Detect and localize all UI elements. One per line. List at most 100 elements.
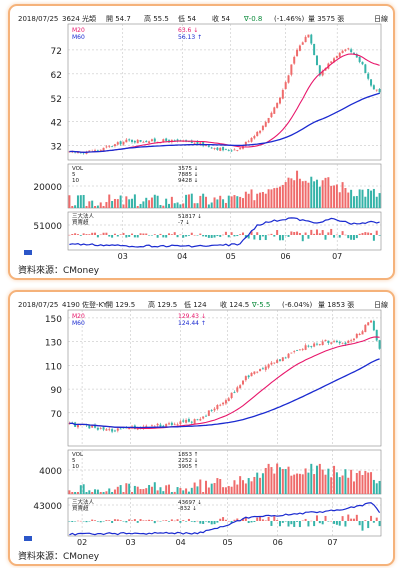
inst-bar (347, 235, 350, 239)
candle-body (116, 142, 119, 145)
inst-bar (185, 235, 188, 237)
candle-body (364, 324, 367, 333)
volume-bar (168, 484, 171, 494)
volume-bar (330, 477, 333, 494)
corner-marker (24, 250, 32, 255)
volume-bar (150, 197, 153, 208)
candle-body (170, 422, 173, 425)
candle-body (284, 82, 287, 90)
inst-bar (133, 519, 136, 521)
volume-bar (94, 489, 97, 494)
inst-bar (96, 235, 99, 238)
volume-bar (187, 194, 190, 208)
volume-bar (122, 204, 125, 208)
inst-bar (338, 521, 341, 526)
candle-body (330, 342, 333, 344)
candle-body (176, 139, 179, 141)
inst-bar (338, 235, 341, 238)
candle-body (94, 424, 97, 428)
inst-bar (378, 521, 381, 527)
candle-body (241, 380, 244, 385)
volume-bar (335, 184, 338, 208)
volume-bar (276, 187, 279, 208)
inst-bar (247, 521, 250, 524)
candle-body (76, 152, 79, 154)
candle-body (111, 146, 114, 148)
candle-body (236, 387, 239, 392)
inst-bar (113, 519, 116, 521)
inst-bar (168, 233, 171, 235)
candle-body (210, 410, 213, 411)
volume-bar (202, 492, 205, 494)
candle-body (207, 145, 210, 147)
candle-body (341, 50, 344, 54)
volume-bar (173, 203, 176, 208)
volume-bar (156, 195, 159, 208)
volume-bar (205, 480, 208, 494)
volume-bar (119, 485, 122, 494)
volume-bar (187, 491, 190, 494)
inst-bar (256, 517, 259, 521)
candle-body (116, 428, 119, 431)
candle-body (145, 425, 148, 427)
candle-body (361, 331, 364, 335)
inst-legend-label: 三大法人 (72, 212, 95, 220)
header-open: 開 129.5 (106, 301, 135, 309)
candle-body (370, 320, 373, 323)
inst-bar (91, 519, 94, 521)
volume-bar (355, 473, 358, 494)
header-stock: 4190 佐登-KY (62, 300, 108, 309)
inst-bar (139, 519, 142, 521)
inst-bar (196, 520, 199, 522)
inst-bar (156, 520, 159, 522)
volume-legend-label: 5 (72, 458, 76, 464)
volume-bar (142, 201, 145, 208)
volume-bar (71, 206, 74, 208)
volume-bar (298, 473, 301, 494)
inst-bar (324, 235, 327, 240)
candle-body (136, 139, 139, 144)
inst-bar (119, 234, 122, 235)
inst-legend-value: 43697 ↓ (178, 499, 202, 506)
inst-legend-value: -832 ↓ (178, 505, 197, 512)
volume-legend-label: VOL (72, 166, 84, 172)
inst-bar (296, 231, 299, 235)
volume-bar (85, 492, 88, 494)
volume-bar (256, 193, 259, 208)
candle-body (341, 342, 344, 344)
candle-body (287, 353, 290, 358)
candle-body (165, 423, 168, 428)
inst-bar (290, 521, 293, 525)
volume-bar (335, 472, 338, 494)
inst-bar (207, 521, 210, 523)
candle-body (190, 140, 193, 144)
candle-body (207, 410, 210, 416)
volume-bar (148, 485, 151, 494)
inst-bar (148, 519, 151, 521)
header-change: ∇-0.8 (243, 15, 262, 23)
volume-bar (281, 468, 284, 494)
volume-bar (108, 488, 111, 494)
candle-body (247, 141, 250, 143)
inst-bar (68, 521, 71, 522)
candle-body (213, 148, 216, 149)
candle-body (222, 146, 225, 151)
inst-bar (162, 235, 165, 238)
candle-body (358, 56, 361, 62)
volume-bar (321, 180, 324, 208)
candle-body (88, 150, 91, 152)
volume-bar (327, 177, 330, 208)
candle-body (344, 342, 347, 345)
inst-bar (350, 518, 353, 521)
inst-bar (281, 235, 284, 241)
inst-bar (122, 521, 125, 522)
inst-bar (233, 519, 236, 521)
volume-bar (94, 206, 97, 208)
candle-body (187, 419, 190, 422)
volume-bar (185, 488, 188, 494)
volume-bar (111, 201, 114, 208)
volume-bar (79, 195, 82, 208)
volume-bar (207, 204, 210, 208)
inst-bar (330, 520, 333, 522)
inst-bar (159, 521, 162, 522)
